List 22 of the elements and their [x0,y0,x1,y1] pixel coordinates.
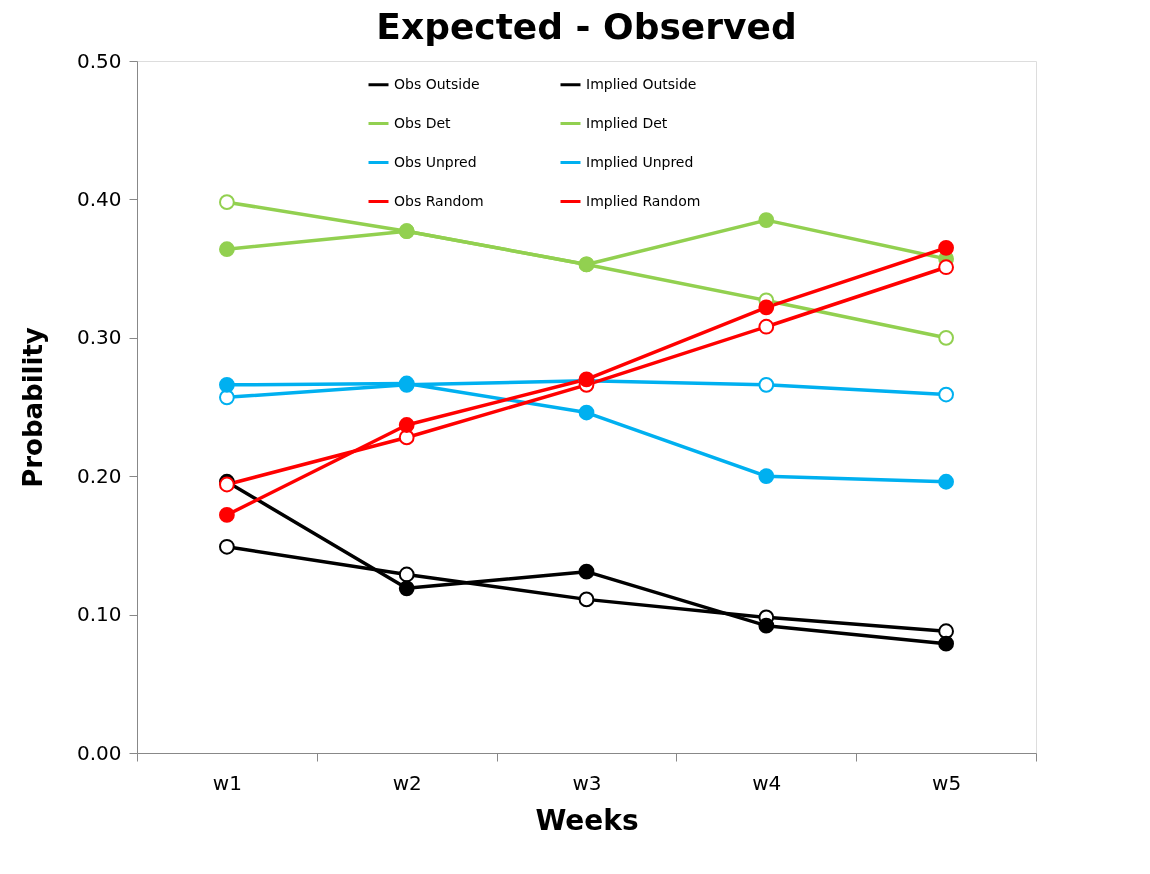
legend-label: Implied Random [586,192,701,209]
y-tick-label: 0.40 [76,186,122,211]
x-tick-label: w1 [212,770,242,795]
y-tick-label: 0.30 [76,325,122,350]
legend-label: Obs Unpred [394,153,477,170]
x-tick-label: w2 [392,770,422,795]
chart-title: Expected - Observed [376,6,797,47]
x-tick-label: w4 [752,770,782,795]
x-tick-label: w3 [572,770,602,795]
x-axis-title: Weeks [535,803,639,837]
y-tick-label: 0.50 [76,48,122,73]
legend-label: Obs Det [394,114,452,131]
y-tick-label: 0.00 [76,740,122,765]
legend-label: Implied Outside [586,75,697,92]
x-tick-label: w5 [932,770,962,795]
legend-label: Implied Det [586,114,668,131]
y-tick-label: 0.20 [76,463,122,488]
legend-label: Implied Unpred [586,153,694,170]
legend-label: Obs Random [394,192,484,209]
y-axis-title: Probability [17,327,48,488]
y-tick-label: 0.10 [76,602,122,627]
legend-label: Obs Outside [394,75,480,92]
